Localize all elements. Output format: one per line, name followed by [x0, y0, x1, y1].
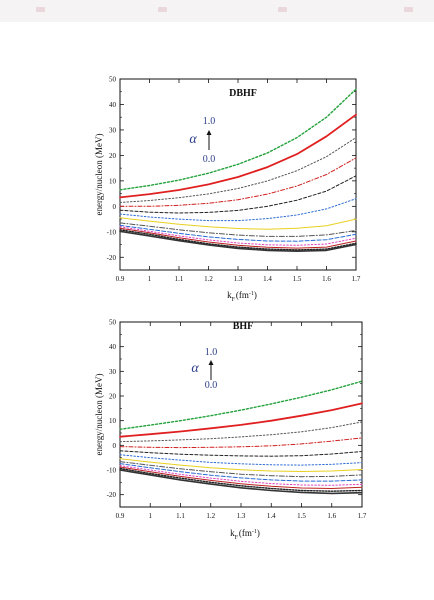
x-tick-label: 1	[149, 512, 153, 520]
chart-title: DBHF	[229, 88, 257, 99]
alpha-bottom-label: 0.0	[203, 154, 216, 165]
series-line	[119, 226, 357, 246]
plot-frame	[119, 78, 357, 271]
y-tick-label: -20	[107, 491, 117, 499]
x-axis-label-part: k	[230, 528, 235, 538]
y-axis-label: energy/nucleon (MeV)	[94, 373, 104, 455]
alpha-symbol: α	[191, 361, 199, 376]
series-line	[119, 198, 357, 222]
y-tick-label: 0	[113, 203, 117, 211]
y-tick-label: 0	[113, 442, 117, 450]
x-tick-label: 1.6	[322, 275, 331, 283]
y-tick-label: 20	[109, 152, 117, 160]
series-line	[119, 217, 357, 230]
series-line	[119, 463, 363, 482]
series-line	[119, 450, 363, 457]
y-tick-label: 10	[109, 177, 117, 185]
x-tick-label: 1	[148, 275, 152, 283]
series-line	[119, 467, 363, 492]
series-line	[119, 157, 357, 207]
scan-mark	[404, 7, 413, 12]
x-axis-label-part: )	[257, 528, 260, 538]
scan-mark	[158, 7, 167, 12]
x-axis-label-part: -1	[252, 529, 257, 535]
x-tick-label: 1.3	[237, 512, 246, 520]
x-axis-label-part: (fm	[236, 290, 249, 300]
series-line	[119, 380, 363, 430]
series-line	[119, 230, 357, 252]
x-tick-label: 1.5	[297, 512, 306, 520]
dbhf-chart: 50 40 30 20 10 0 -10 -20 0.9 1 1.1 1.2 1.3 1.4 1.5 1.6 1…	[94, 76, 361, 304]
arrow-up-icon	[206, 130, 212, 135]
chart-title: BHF	[233, 321, 254, 332]
x-tick-label: 1.7	[358, 512, 367, 520]
y-tick-label: 50	[109, 319, 117, 327]
x-tick-label: 1.5	[293, 275, 302, 283]
arrow-up-icon	[208, 360, 214, 365]
series-line	[119, 229, 357, 251]
x-axis-label-part: (fm	[239, 528, 252, 538]
x-tick-label: 1.4	[263, 275, 272, 283]
series-line	[119, 421, 363, 443]
series-line	[119, 113, 357, 199]
x-tick-label: 1.2	[206, 512, 215, 520]
y-tick-label: -10	[107, 467, 117, 475]
series-line	[119, 137, 357, 203]
x-axis-label: kF(fm-1)	[230, 528, 260, 541]
series-line	[119, 227, 357, 249]
x-tick-label: 1.1	[176, 512, 185, 520]
x-axis-label-part: F	[232, 297, 236, 303]
y-tick-label: -20	[107, 254, 117, 262]
bhf-chart: 50 40 30 20 10 0 -10 -20 0.9 1 1.1 1.2 1.3 1.4 1.5 1.6 1…	[94, 319, 367, 542]
series-line	[119, 175, 357, 214]
plot-frame	[119, 321, 363, 508]
x-tick-label: 1.6	[327, 512, 336, 520]
series-line	[119, 461, 363, 478]
alpha-bottom-label: 0.0	[205, 380, 218, 391]
series-line	[119, 458, 363, 472]
y-tick-label: 40	[109, 101, 117, 109]
y-tick-label: 20	[109, 393, 117, 401]
x-tick-label: 0.9	[116, 512, 125, 520]
x-tick-label: 1.3	[234, 275, 243, 283]
x-axis-label: kF(fm-1)	[227, 290, 257, 303]
x-tick-label: 1.4	[267, 512, 276, 520]
x-tick-label: 1.7	[352, 275, 361, 283]
series-line	[119, 88, 357, 191]
x-tick-label: 1.1	[175, 275, 184, 283]
series-line	[119, 402, 363, 438]
scan-mark	[278, 7, 287, 12]
alpha-top-label: 1.0	[203, 116, 216, 127]
series-line	[119, 222, 357, 237]
series-line	[119, 224, 357, 242]
y-tick-label: -10	[107, 228, 117, 236]
x-tick-label: 0.9	[116, 275, 125, 283]
x-axis-label-part: k	[227, 290, 232, 300]
series-line	[119, 469, 363, 495]
scan-header-strip	[0, 0, 434, 22]
y-tick-label: 30	[109, 126, 117, 134]
series-line	[119, 466, 363, 489]
alpha-symbol: α	[189, 132, 197, 147]
y-tick-label: 40	[109, 343, 117, 351]
y-axis-label: energy/nucleon (MeV)	[94, 133, 104, 215]
alpha-top-label: 1.0	[205, 347, 218, 358]
x-axis-label-part: )	[254, 290, 257, 300]
scan-mark	[36, 7, 45, 12]
y-tick-label: 10	[109, 417, 117, 425]
x-tick-label: 1.2	[204, 275, 213, 283]
series-line	[119, 465, 363, 486]
x-axis-label-part: -1	[249, 291, 254, 297]
y-tick-label: 50	[109, 76, 117, 84]
series-line	[119, 437, 363, 449]
x-axis-label-part: F	[235, 535, 239, 541]
y-tick-label: 30	[109, 368, 117, 376]
